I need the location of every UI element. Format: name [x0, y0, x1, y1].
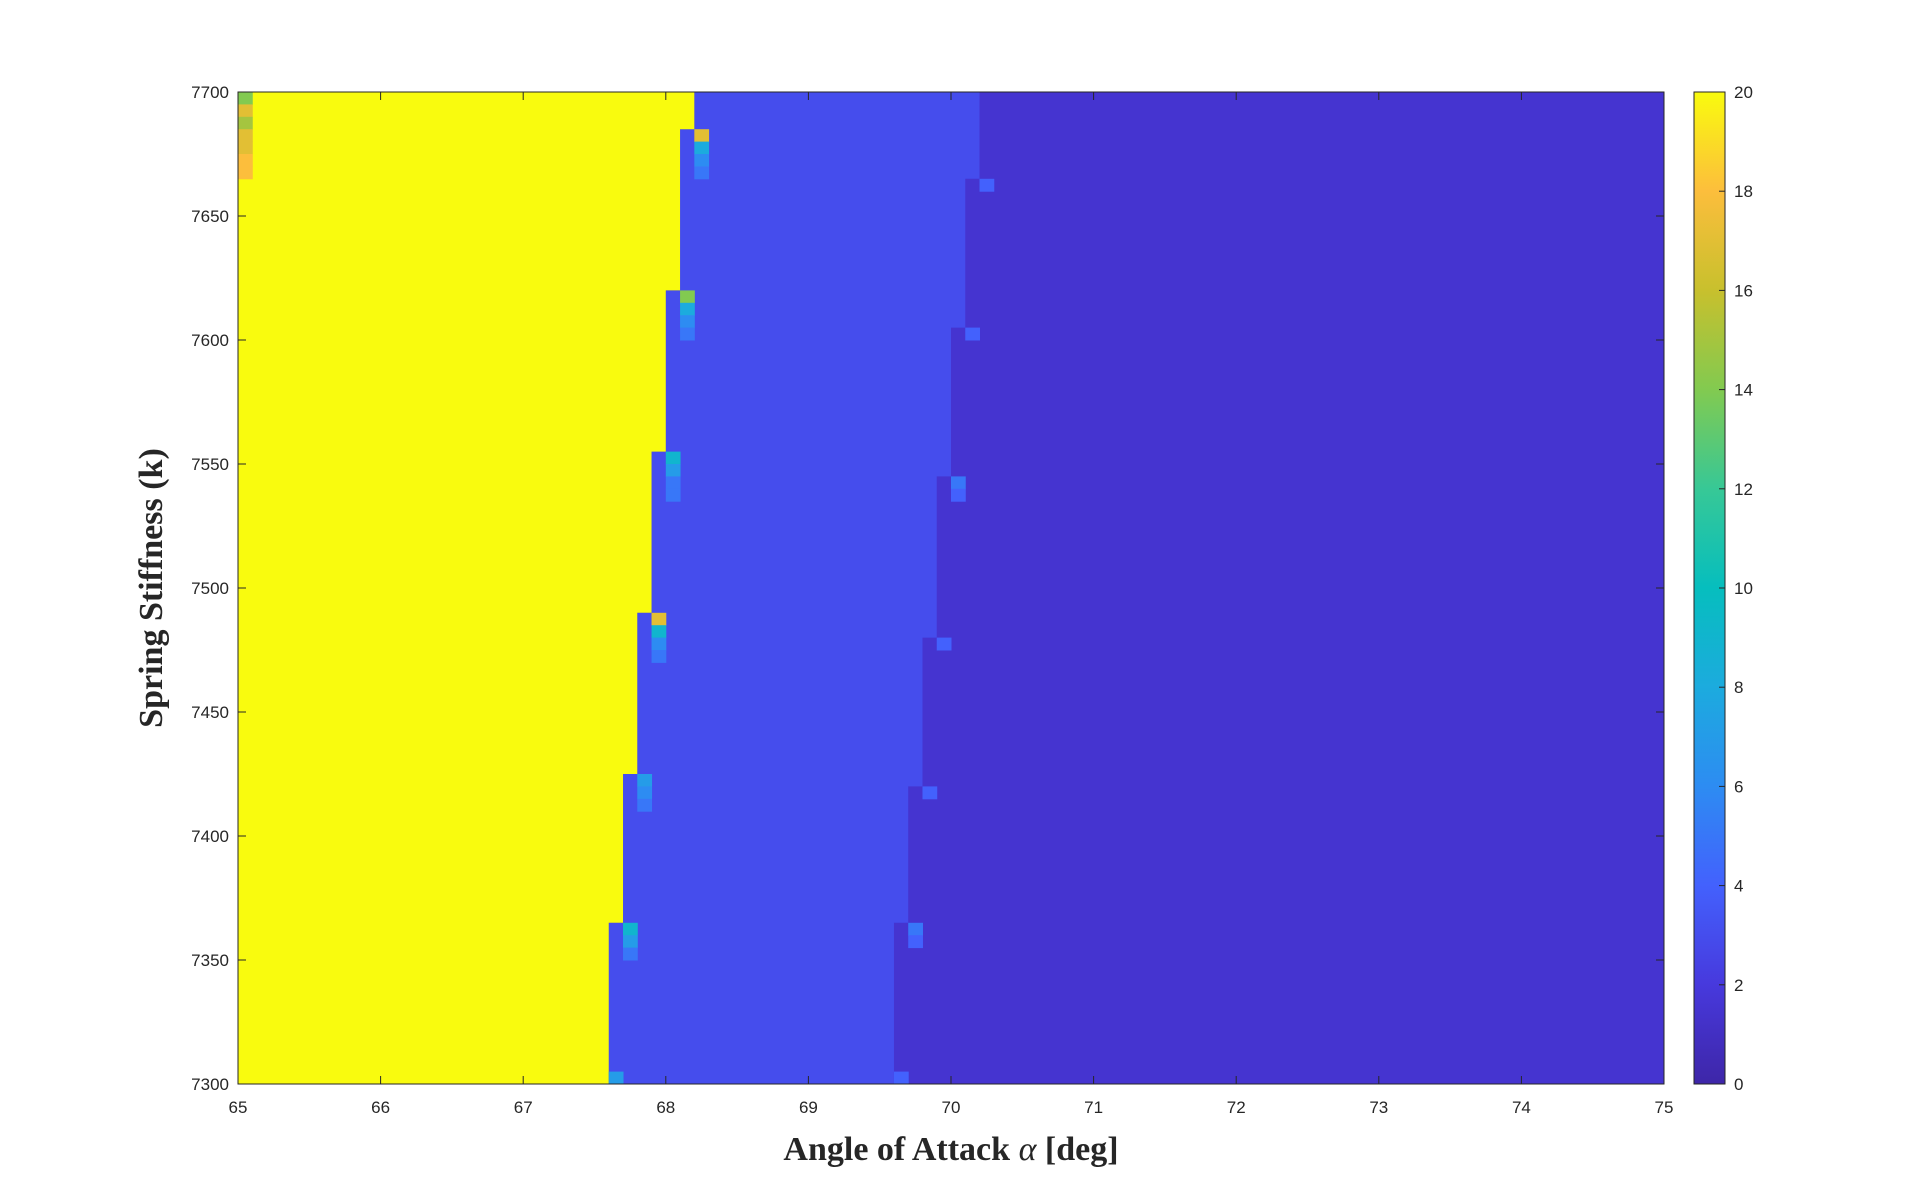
- heatmap-cell: [936, 637, 952, 651]
- heatmap-cell: [238, 166, 253, 180]
- heatmap-cell: [665, 464, 681, 477]
- colorbar-tick-label: 12: [1734, 480, 1753, 499]
- x-tick-label: 68: [656, 1098, 675, 1117]
- colorbar-tick-label: 20: [1734, 83, 1753, 102]
- y-tick-label: 7600: [191, 331, 229, 350]
- x-tick-label: 65: [229, 1098, 248, 1117]
- heatmap-cell: [893, 1071, 909, 1085]
- heatmap-cell: [637, 774, 653, 787]
- x-tick-label: 72: [1227, 1098, 1246, 1117]
- colorbar-tick-label: 0: [1734, 1075, 1743, 1094]
- heatmap-cell: [637, 786, 653, 800]
- region-mid: [608, 92, 980, 1084]
- heatmap-cell: [694, 141, 710, 155]
- x-tick-label: 69: [799, 1098, 818, 1117]
- x-tick-label: 67: [514, 1098, 533, 1117]
- heatmap-cell: [665, 488, 681, 502]
- heatmap-cell: [665, 451, 681, 465]
- x-tick-label: 70: [942, 1098, 961, 1117]
- y-tick-label: 7500: [191, 579, 229, 598]
- heatmap-cell: [623, 922, 638, 936]
- y-axis-title: Spring Stiffness (k): [133, 448, 170, 728]
- region-high: [238, 92, 695, 1084]
- y-tick-label: 7650: [191, 207, 229, 226]
- heatmap-cell: [623, 935, 638, 949]
- colorbar-tick-label: 14: [1734, 381, 1753, 400]
- heatmap-cell: [965, 327, 981, 341]
- heatmap-cell: [680, 327, 695, 341]
- y-axis-ticks: 7300 7350 7400 7450 7500 7550 7600 7650 7700: [191, 83, 1664, 1094]
- heatmap-cell: [651, 637, 667, 651]
- y-tick-label: 7400: [191, 827, 229, 846]
- heatmap-cell: [680, 302, 695, 316]
- heatmap-cell: [665, 476, 681, 490]
- heatmap-cell: [908, 935, 923, 949]
- heatmap-cell: [238, 116, 253, 130]
- x-tick-label: 74: [1512, 1098, 1531, 1117]
- heatmap-cell: [238, 92, 253, 105]
- x-axis-label-unit: [deg]: [1045, 1131, 1119, 1168]
- y-tick-label: 7700: [191, 83, 229, 102]
- heatmap-cell: [651, 612, 667, 626]
- colorbar-tick-label: 18: [1734, 182, 1753, 201]
- heatmap-cell: [651, 625, 667, 639]
- heatmap-cell: [238, 129, 253, 143]
- heatmap-cell: [908, 922, 923, 936]
- heatmap-cell: [694, 129, 710, 143]
- heatmap-cell: [608, 1071, 624, 1085]
- heatmap-cell: [979, 178, 995, 192]
- heatmap-cell: [637, 798, 653, 812]
- heatmap-cell: [238, 104, 253, 118]
- y-tick-label: 7450: [191, 703, 229, 722]
- colorbar-tick-label: 6: [1734, 777, 1743, 796]
- x-tick-label: 66: [371, 1098, 390, 1117]
- heatmap-cell: [651, 650, 667, 663]
- y-tick-label: 7550: [191, 455, 229, 474]
- heatmap-cell: [680, 315, 695, 329]
- colorbar-tick-label: 10: [1734, 579, 1753, 598]
- x-tick-label: 71: [1084, 1098, 1103, 1117]
- heatmap-cell: [694, 166, 710, 180]
- heatmap-cell: [238, 154, 253, 167]
- y-tick-label: 7350: [191, 951, 229, 970]
- heatmap-cell: [238, 141, 253, 155]
- heatmap-cell: [694, 154, 710, 167]
- heatmap-cell: [680, 290, 695, 304]
- x-axis-label-text: Angle of Attack: [783, 1131, 1010, 1168]
- x-tick-label: 75: [1655, 1098, 1674, 1117]
- heatmap-cell: [623, 947, 638, 961]
- colorbar-tick-label: 8: [1734, 678, 1743, 697]
- colorbar-tick-label: 16: [1734, 281, 1753, 300]
- x-axis-ticks: 65 66 67 68 69 70 71 72 73 74 75: [229, 92, 1674, 1117]
- colorbar-tick-label: 4: [1734, 877, 1743, 896]
- colorbar-ticks: 0 2 4 6 8 10 12 14 16 18 20: [1719, 83, 1753, 1094]
- heatmap-cells: [238, 92, 1664, 1085]
- x-tick-label: 73: [1369, 1098, 1388, 1117]
- x-axis-label-symbol: α: [1019, 1131, 1038, 1168]
- heatmap-cell: [951, 476, 966, 490]
- x-axis-title: Angle of Attack α [deg]: [783, 1131, 1118, 1168]
- y-tick-label: 7300: [191, 1075, 229, 1094]
- colorbar-tick-label: 2: [1734, 976, 1743, 995]
- heatmap-cell: [922, 786, 938, 800]
- heatmap-cell: [951, 488, 966, 502]
